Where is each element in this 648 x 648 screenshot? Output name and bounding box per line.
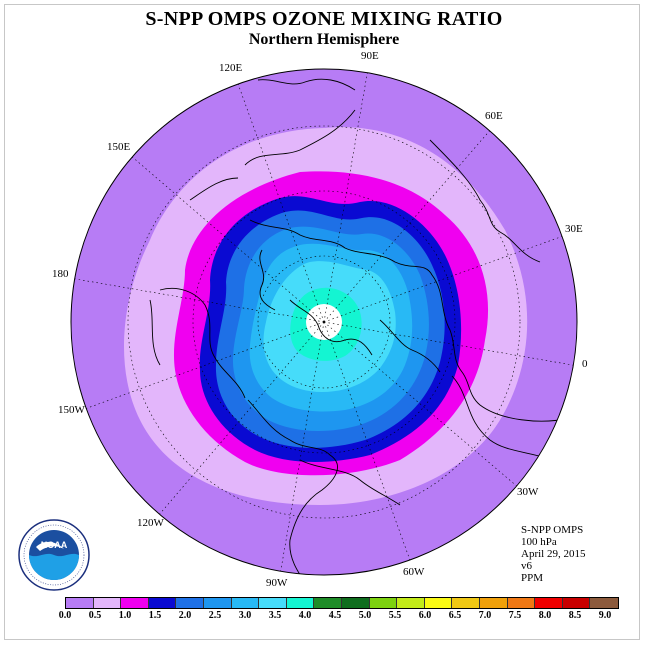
colorbar-swatch	[397, 598, 425, 608]
colorbar-swatch	[176, 598, 204, 608]
colorbar-swatch	[314, 598, 342, 608]
colorbar-tick-label: 4.5	[328, 610, 342, 621]
label-150w: 150W	[58, 404, 85, 416]
colorbar-tick-label: 5.0	[358, 610, 372, 621]
label-180: 180	[52, 268, 69, 280]
colorbar-tick-label: 3.0	[238, 610, 252, 621]
colorbar-tick-label: 3.5	[268, 610, 282, 621]
colorbar-tick-label: 1.5	[148, 610, 162, 621]
figure-frame	[4, 4, 640, 640]
colorbar-swatch	[341, 598, 370, 608]
colorbar-swatch	[507, 598, 536, 608]
label-30e: 30E	[565, 223, 583, 235]
label-150e: 150E	[107, 141, 131, 153]
colorbar-swatch	[231, 598, 260, 608]
colorbar-tick-label: 8.0	[538, 610, 552, 621]
info-block: S-NPP OMPS 100 hPa April 29, 2015 v6 PPM	[521, 524, 585, 584]
colorbar-tick-label: 6.0	[418, 610, 432, 621]
ozone-field	[71, 69, 577, 575]
colorbar-tick-label: 0.5	[88, 610, 102, 621]
colorbar-tick-label: 7.5	[508, 610, 522, 621]
colorbar-swatch	[479, 598, 508, 608]
colorbar-tick-label: 4.0	[298, 610, 312, 621]
colorbar-swatch	[369, 598, 398, 608]
colorbar-tick-label: 1.0	[118, 610, 132, 621]
colorbar-swatch	[562, 598, 591, 608]
colorbar-swatch	[93, 598, 122, 608]
coastlines	[149, 78, 576, 575]
label-30w: 30W	[517, 486, 539, 498]
map-title: S-NPP OMPS OZONE MIXING RATIO	[145, 8, 503, 30]
noaa-logo: NOAA	[18, 519, 90, 591]
label-120e: 120E	[219, 62, 243, 74]
colorbar-tick-label: 7.0	[478, 610, 492, 621]
colorbar-tick-label: 6.5	[448, 610, 462, 621]
colorbar-tick-label: 2.0	[178, 610, 192, 621]
map-subtitle: Northern Hemisphere	[248, 31, 400, 48]
info-level: 100 hPa	[521, 536, 557, 548]
colorbar-tick-label: 0.0	[58, 610, 72, 621]
label-60w: 60W	[403, 566, 425, 578]
info-date: April 29, 2015	[521, 548, 586, 560]
colorbar-tick-label: 2.5	[208, 610, 222, 621]
label-60e: 60E	[485, 110, 503, 122]
colorbar-swatch	[452, 598, 480, 608]
colorbar-swatch	[121, 598, 149, 608]
colorbar	[65, 597, 619, 609]
logo-text: NOAA	[41, 540, 68, 550]
label-0: 0	[582, 358, 588, 370]
label-90w: 90W	[266, 577, 288, 589]
colorbar-swatch	[66, 598, 94, 608]
colorbar-swatch	[203, 598, 232, 608]
colorbar-swatch	[286, 598, 315, 608]
colorbar-swatch	[148, 598, 177, 608]
map-boundary	[70, 68, 578, 576]
label-90e: 90E	[361, 50, 379, 62]
label-120w: 120W	[137, 517, 164, 529]
colorbar-swatch	[590, 598, 618, 608]
colorbar-tick-label: 9.0	[598, 610, 612, 621]
info-instrument: S-NPP OMPS	[521, 524, 584, 536]
colorbar-swatch	[259, 598, 287, 608]
colorbar-tick-label: 8.5	[568, 610, 582, 621]
graticule	[71, 69, 577, 575]
colorbar-swatch	[424, 598, 453, 608]
colorbar-swatch	[535, 598, 563, 608]
info-version: v6	[521, 560, 532, 572]
colorbar-ticks: 0.0 0.5 1.0 1.5 2.0 2.5 3.0 3.5 4.0 4.5 5.0 5.5 6.0 6…	[52, 610, 612, 624]
colorbar-tick-label: 5.5	[388, 610, 402, 621]
info-units: PPM	[521, 572, 544, 584]
